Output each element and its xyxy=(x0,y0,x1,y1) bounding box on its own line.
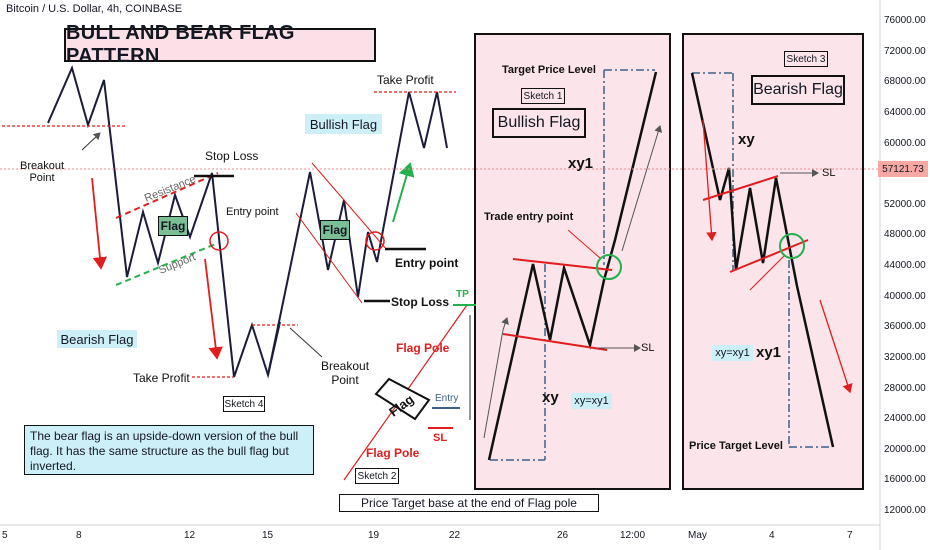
left-entry-point: Entry point xyxy=(226,206,279,218)
sketch3-price-line xyxy=(690,72,835,448)
y-tick-label: 52000.00 xyxy=(884,198,926,210)
sketch1-up-arrow-right xyxy=(621,125,663,252)
x-tick-label: 4 xyxy=(769,530,775,541)
sketch3-xy: xy xyxy=(738,131,755,148)
price-target-level: Price Target Level xyxy=(689,440,783,452)
bull-up-arrow xyxy=(392,162,415,223)
sketch1-entry-pointer xyxy=(567,229,601,259)
sketch3-down-arrow-right xyxy=(819,299,853,394)
sketch2-entry: Entry xyxy=(435,393,459,404)
left-take-profit: Take Profit xyxy=(133,371,190,385)
y-tick-label: 36000.00 xyxy=(884,321,926,333)
mid-flag-box: Flag xyxy=(320,220,350,240)
x-tick-label: 19 xyxy=(368,530,380,541)
x-tick-label: 26 xyxy=(557,530,569,541)
sketch3-bearish-flag: Bearish Flag xyxy=(751,75,845,105)
sketch1-bullish-flag: Bullish Flag xyxy=(492,108,586,138)
bearish-flag-label: Bearish Flag xyxy=(57,330,137,348)
symbol-header: Bitcoin / U.S. Dollar, 4h, COINBASE xyxy=(6,3,183,15)
current-price-tag: 57121.73 xyxy=(878,161,928,177)
sketch3-xy-eq: xy=xy1 xyxy=(712,345,753,361)
mid-entry-point: Entry point xyxy=(395,256,459,270)
breakout-point-left: Breakout Point xyxy=(20,160,65,184)
y-tick-label: 40000.00 xyxy=(884,290,926,302)
y-tick-label: 24000.00 xyxy=(884,413,926,425)
x-tick-label: May xyxy=(688,530,707,541)
x-tick-label: 12 xyxy=(184,530,196,541)
page-title: BULL AND BEAR FLAG PATTERN xyxy=(64,22,376,67)
flag-pole-top: Flag Pole xyxy=(396,341,450,355)
support-line xyxy=(115,242,219,286)
y-tick-label: 64000.00 xyxy=(884,106,926,118)
footer-caption: Price Target base at the end of Flag pol… xyxy=(339,494,599,512)
y-tick-label: 48000.00 xyxy=(884,229,926,241)
bull-channel-top xyxy=(311,162,388,251)
sketch3-xy1: xy1 xyxy=(756,344,782,361)
y-tick-label: 76000.00 xyxy=(884,15,926,26)
left-entry-circle xyxy=(209,231,229,251)
sketch4-label: Sketch 4 xyxy=(223,396,265,412)
left-down-arrow-2 xyxy=(204,258,223,360)
sketch1-label: Sketch 1 xyxy=(521,88,565,104)
sketch3-sl: SL xyxy=(822,167,836,179)
sketch2-flag-shape xyxy=(374,377,431,421)
sketch1-sl: SL xyxy=(641,342,655,354)
sketch3-panel xyxy=(682,33,864,490)
y-tick-label: 44000.00 xyxy=(884,260,926,271)
breakout-pointer xyxy=(289,327,323,358)
sketch1-support xyxy=(502,333,608,351)
left-down-arrow-1 xyxy=(91,177,108,270)
sketch3-down-arrow-left xyxy=(702,119,717,242)
resistance-line xyxy=(115,172,219,219)
sketch3-lower-line xyxy=(729,239,809,273)
mid-stop-loss: Stop Loss xyxy=(391,295,450,309)
left-flag-box: Flag xyxy=(158,216,188,236)
sketch1-up-arrow-left xyxy=(483,317,509,439)
sketch1-resistance xyxy=(512,258,613,271)
breakout-point-mid: Breakout Point xyxy=(321,359,370,387)
bullish-flag-label: Bullish Flag xyxy=(305,114,382,134)
y-tick-label: 12000.00 xyxy=(884,505,926,516)
explanation-note: The bear flag is an upside-down version … xyxy=(24,425,314,475)
x-tick-label: 7 xyxy=(847,530,853,541)
sketch1-price-line xyxy=(487,71,658,461)
y-tick-label: 28000.00 xyxy=(884,382,926,394)
sketch2-tp: TP xyxy=(456,289,469,300)
x-tick-label: 8 xyxy=(76,530,82,541)
x-tick-label: 15 xyxy=(262,530,274,541)
sketch1-xy: xy xyxy=(542,389,559,406)
sketch3-entry-pointer xyxy=(749,255,785,291)
sketch3-entry-circle xyxy=(779,233,805,259)
y-tick-label: 20000.00 xyxy=(884,443,926,455)
mid-take-profit: Take Profit xyxy=(377,73,434,87)
sketch1-entry-circle xyxy=(596,254,622,280)
bull-channel-bottom xyxy=(295,212,363,304)
breakout-pointer-left xyxy=(81,132,101,151)
y-tick-label: 16000.00 xyxy=(884,474,926,486)
bull-entry-circle xyxy=(365,231,385,251)
sketch2-sl: SL xyxy=(433,432,448,444)
sketch1-panel xyxy=(474,33,671,490)
x-tick-label: 12:00 xyxy=(620,530,646,541)
y-tick-label: 32000.00 xyxy=(884,351,926,363)
x-tick-label: 22 xyxy=(449,530,461,541)
sketch1-xy-eq: xy=xy1 xyxy=(571,393,612,409)
target-price-level: Target Price Level xyxy=(502,64,596,76)
y-tick-label: 68000.00 xyxy=(884,76,926,88)
left-stop-loss: Stop Loss xyxy=(205,149,259,163)
y-tick-label: 72000.00 xyxy=(884,45,926,57)
sketch3-label: Sketch 3 xyxy=(784,51,828,67)
sketch3-upper-line xyxy=(702,175,779,201)
trade-entry-point: Trade entry point xyxy=(484,211,574,223)
flag-pole-bottom: Flag Pole xyxy=(366,446,420,460)
y-tick-label: 60000.00 xyxy=(884,137,926,149)
sketch2-label: Sketch 2 xyxy=(355,468,399,484)
sketch1-xy1: xy1 xyxy=(568,155,594,172)
x-tick-label: 5 xyxy=(2,530,8,541)
